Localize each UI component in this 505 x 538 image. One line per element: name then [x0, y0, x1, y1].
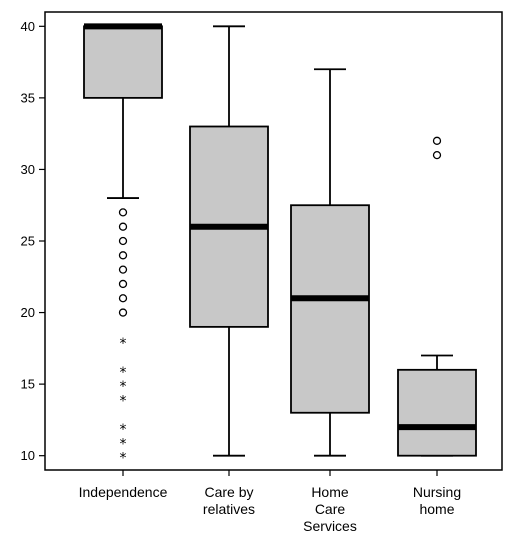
- extreme-point: *: [120, 379, 127, 395]
- outlier-point: [118, 251, 128, 260]
- extreme-point: *: [120, 436, 127, 452]
- y-tick-label: 40: [21, 19, 35, 34]
- extreme-point: *: [120, 451, 127, 467]
- outlier-point: [118, 236, 128, 246]
- category-label: Home: [311, 484, 349, 500]
- outlier-point: [432, 136, 442, 145]
- category-label: Independence: [79, 484, 168, 500]
- y-tick-label: 35: [21, 90, 35, 105]
- box: [397, 368, 477, 457]
- outlier-point: [118, 279, 128, 289]
- extreme-point: *: [120, 365, 127, 381]
- category-label: relatives: [203, 501, 255, 517]
- y-axis: 10 15 20 25 30 35 40: [21, 19, 45, 463]
- category-label: Services: [303, 518, 357, 534]
- y-tick-label: 15: [21, 377, 35, 392]
- box-group: [189, 25, 269, 457]
- boxes: *******: [83, 23, 477, 467]
- category-label: Nursing: [413, 484, 461, 500]
- category-label: Care: [315, 501, 346, 517]
- outlier-point: [432, 150, 442, 160]
- extreme-point: *: [120, 393, 127, 409]
- outlier-point: [118, 294, 128, 303]
- box: [290, 204, 370, 414]
- outlier-point: [118, 308, 128, 317]
- box-group: [290, 68, 370, 457]
- y-tick-label: 30: [21, 162, 35, 177]
- y-tick-label: 25: [21, 234, 35, 249]
- y-tick-label: 20: [21, 305, 35, 320]
- category-label: Care by: [204, 484, 253, 500]
- box-group: [397, 136, 477, 457]
- outlier-point: [118, 208, 128, 217]
- box-group: *******: [83, 23, 163, 467]
- extreme-point: *: [120, 422, 127, 438]
- box: [83, 25, 163, 99]
- extreme-point: *: [120, 336, 127, 352]
- outlier-point: [118, 222, 128, 231]
- outlier-point: [118, 265, 128, 274]
- category-label: home: [419, 501, 454, 517]
- y-tick-label: 10: [21, 448, 35, 463]
